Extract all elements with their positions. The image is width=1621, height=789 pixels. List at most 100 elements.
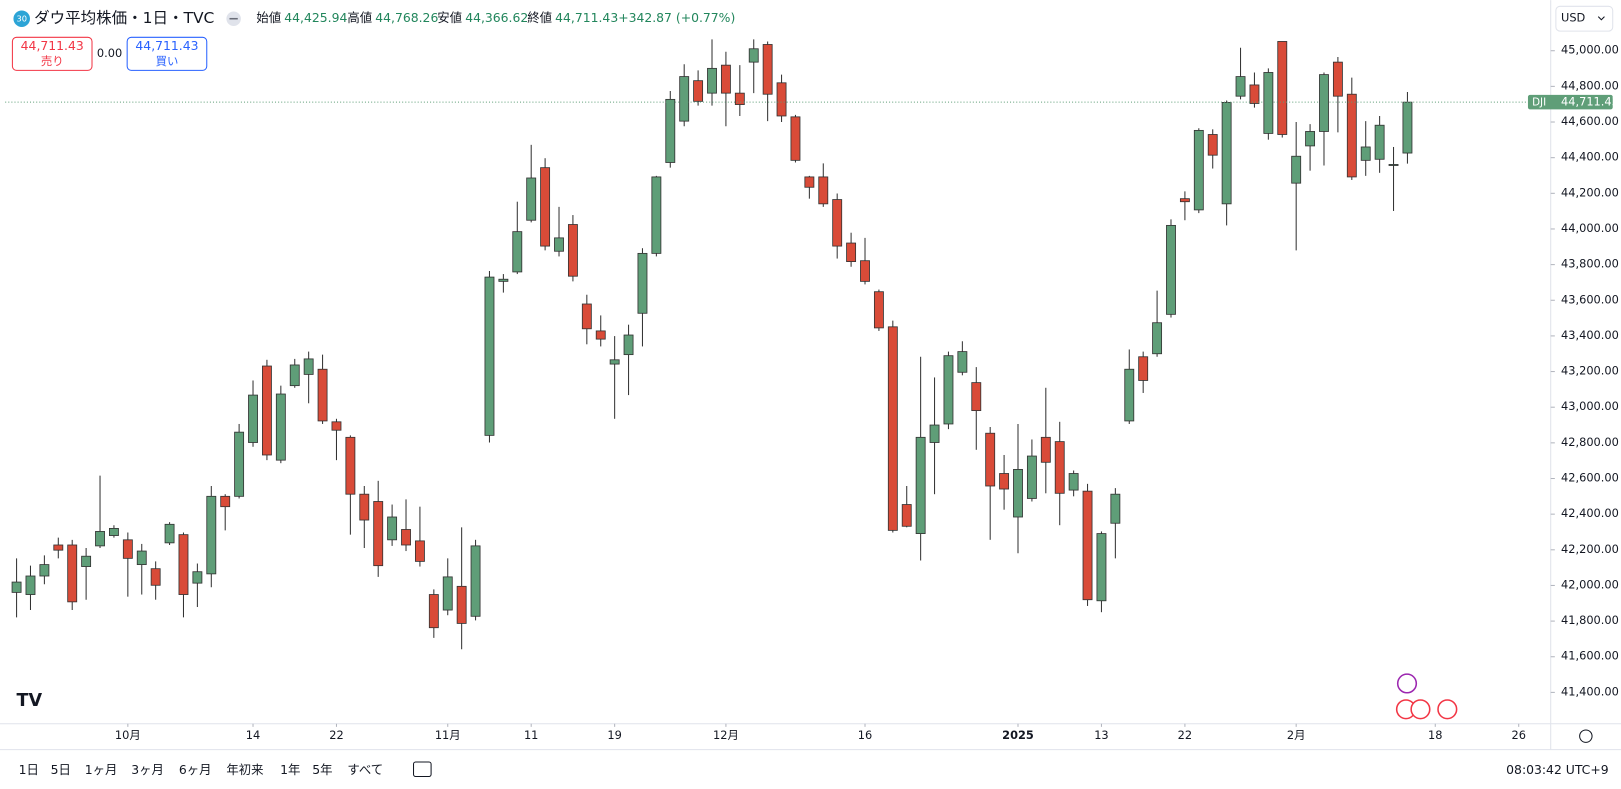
candle-body [289, 364, 300, 387]
candle-body [470, 545, 481, 617]
candle-body [873, 291, 884, 329]
candle-body [275, 393, 286, 461]
candle-body [1277, 41, 1288, 135]
candle-body [220, 495, 231, 508]
candle-body [387, 516, 398, 541]
candle-body [818, 176, 829, 205]
candle-body [1235, 76, 1246, 97]
range-button[interactable]: 1日 [19, 762, 39, 777]
candle-body [804, 176, 815, 188]
candle-body [1332, 61, 1343, 97]
y-tick-label: 42,600.00 [1561, 471, 1619, 485]
y-tick-label: 41,400.00 [1561, 684, 1619, 698]
candle-body [206, 495, 217, 575]
buy-price: 44,711.43 [135, 38, 198, 53]
y-tick-label: 42,200.00 [1561, 542, 1619, 556]
candle-body [887, 326, 898, 531]
candle-body [234, 431, 245, 497]
candles [11, 39, 1413, 650]
low-label: 安値 [437, 10, 462, 25]
x-tick-label: 10月 [115, 728, 141, 742]
candle-body [1346, 93, 1357, 178]
candle-body [609, 359, 620, 365]
candle-body [25, 575, 36, 595]
candle-body [901, 504, 912, 527]
x-tick-label: 14 [246, 728, 260, 742]
candle-body [1249, 84, 1260, 104]
sell-button[interactable] [11, 36, 93, 71]
event-icon[interactable] [1396, 673, 1418, 694]
event-icon[interactable] [1410, 699, 1431, 720]
range-button[interactable]: 3ヶ月 [131, 762, 164, 777]
range-button[interactable]: 5日 [51, 762, 71, 777]
symbol-title[interactable]: ダウ平均株価・1日・TVC [34, 9, 214, 27]
candle-body [623, 334, 634, 356]
x-tick-label: 11月 [435, 728, 461, 742]
open-value: 44,425.94 [284, 10, 347, 25]
y-tick-label: 44,200.00 [1561, 185, 1619, 199]
candle-body [498, 278, 509, 282]
candle-body [1166, 224, 1176, 315]
candle-body [53, 544, 64, 551]
candle-body [581, 303, 592, 330]
spread: 0.00 [97, 46, 122, 60]
candle-body [484, 276, 495, 436]
range-button[interactable]: 1年 [280, 762, 300, 777]
candle-body [971, 382, 982, 412]
event-icon[interactable] [1437, 699, 1458, 720]
close-value: 44,711.43 [555, 10, 618, 25]
x-tick-label: 2月 [1287, 728, 1306, 742]
y-tick-label: 44,400.00 [1561, 150, 1619, 164]
x-tick-label: 11 [524, 728, 538, 742]
buy-label: 買い [156, 54, 179, 68]
currency-select[interactable] [1555, 5, 1614, 32]
candle-body [665, 98, 676, 163]
symbol-badge[interactable] [13, 10, 30, 27]
candle-body [1263, 72, 1274, 134]
calendar-icon[interactable] [413, 761, 432, 778]
range-button[interactable]: すべて [347, 762, 383, 777]
y-tick-label: 41,800.00 [1561, 613, 1619, 627]
candle-body [303, 358, 314, 375]
candle-body [1082, 490, 1093, 601]
candle-body [540, 167, 551, 247]
candle-body [1068, 473, 1079, 491]
high-value: 44,768.26 [375, 10, 438, 25]
candle-body [637, 252, 648, 314]
candle-body [373, 501, 384, 567]
candle-body [1193, 129, 1204, 211]
candle-body [707, 67, 717, 94]
candle-body [1054, 441, 1065, 494]
change-value: +342.87 (+0.77%) [618, 10, 735, 25]
candle-body [428, 594, 439, 629]
candle-body [456, 585, 467, 624]
candle-body [1388, 164, 1399, 166]
candle-body [1402, 101, 1413, 154]
candle-body [1138, 356, 1149, 381]
range-button[interactable]: 1ヶ月 [85, 762, 118, 777]
candle-body [122, 539, 133, 559]
range-button[interactable]: 6ヶ月 [179, 762, 212, 777]
candle-body [595, 330, 606, 340]
range-button[interactable]: 5年 [312, 762, 332, 777]
x-tick-label: 19 [607, 728, 621, 742]
candle-body [915, 436, 926, 534]
y-tick-label: 45,000.00 [1561, 43, 1619, 57]
range-button[interactable]: 年初来 [226, 762, 263, 777]
candle-body [776, 82, 787, 117]
candle-body [1374, 124, 1385, 160]
candle-body [178, 534, 189, 595]
settings-icon[interactable] [1579, 729, 1593, 743]
buy-button[interactable] [126, 36, 208, 71]
candle-body [1221, 102, 1232, 205]
candle-body [39, 564, 50, 577]
candle-body [1179, 198, 1190, 203]
y-tick-label: 44,600.00 [1561, 114, 1619, 128]
candle-body [414, 540, 425, 562]
candle-body [1319, 74, 1329, 132]
candle-body [150, 568, 161, 586]
candle-body [846, 242, 857, 262]
candle-body [317, 368, 328, 422]
candle-body [679, 76, 690, 122]
candle-body [790, 116, 801, 161]
